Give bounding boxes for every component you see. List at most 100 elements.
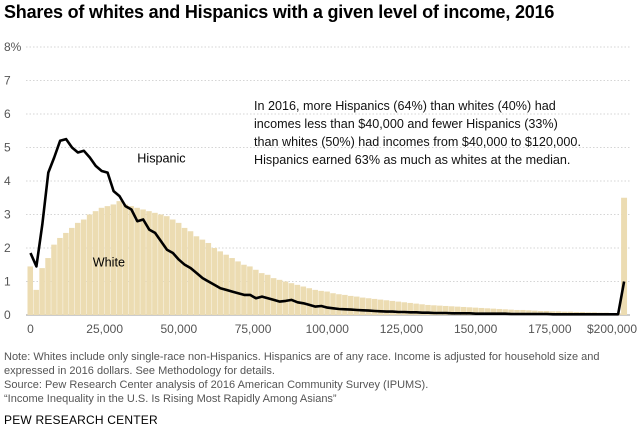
white-bar (69, 227, 75, 315)
white-bar (359, 297, 366, 315)
series-labels: Hispanic White (93, 152, 186, 270)
white-bar (324, 291, 330, 315)
white-bar (247, 266, 253, 315)
y-tick-label: 6 (4, 107, 11, 121)
white-bar (63, 232, 69, 315)
y-tick-label: 2 (4, 241, 11, 255)
y-tick-label: 3 (4, 208, 11, 222)
white-bar (57, 237, 63, 315)
white-bar (169, 219, 176, 315)
x-tick-label: 100,000 (306, 322, 350, 336)
white-bar (51, 244, 57, 315)
white-bar (514, 309, 520, 315)
white-bar (413, 303, 419, 315)
chart-annotation: In 2016, more Hispanics (64%) than white… (254, 99, 581, 167)
white-bar (92, 211, 99, 315)
white-bar (401, 302, 407, 315)
white-bar (365, 298, 372, 315)
white-bar (431, 305, 437, 315)
white-bar (306, 288, 313, 315)
note-text: Note: Whites include only single-race no… (4, 351, 600, 377)
white-series-bars (27, 197, 628, 315)
white-bar (152, 212, 158, 315)
x-tick-label: 75,000 (235, 322, 272, 336)
y-tick-label: 1 (4, 275, 11, 289)
white-bar (282, 281, 289, 315)
white-bar (217, 251, 223, 315)
x-tick-label: 175,000 (528, 322, 572, 336)
white-bar (33, 289, 39, 315)
white-bar (110, 204, 117, 315)
white-bar (478, 307, 485, 315)
white-bar (270, 278, 277, 315)
white-bar (45, 258, 51, 315)
white-bar (300, 286, 307, 315)
white-bar (86, 214, 93, 315)
white-bar (74, 222, 81, 315)
white-bar (128, 206, 134, 315)
white-bar (294, 284, 301, 315)
white-bar (122, 204, 128, 315)
white-bar (193, 236, 200, 315)
white-bar (502, 309, 508, 315)
chart-title: Shares of whites and Hispanics with a gi… (4, 2, 555, 22)
white-bar (490, 308, 497, 315)
white-bar (258, 273, 265, 315)
white-bar (520, 309, 526, 315)
white-bar (526, 310, 532, 315)
white-bar (223, 254, 229, 315)
white-bar (454, 306, 461, 315)
white-bar (312, 289, 318, 315)
white-bar (437, 305, 443, 315)
white-bar (383, 300, 390, 315)
x-axis-tick-labels: 0 25,000 50,000 75,000 100,000 125,000 150,000… (27, 322, 637, 336)
white-bar (407, 302, 413, 315)
white-bar (158, 214, 164, 315)
white-bar (98, 207, 105, 315)
x-tick-label: $200,000 (587, 322, 637, 336)
white-bar (330, 293, 336, 315)
white-bar (336, 294, 342, 315)
white-bar (425, 304, 431, 315)
hispanic-series-line (29, 137, 626, 316)
y-axis-tick-labels: 0 1 2 3 4 5 6 7 8% (4, 40, 22, 322)
white-bar (235, 261, 241, 315)
white-bar (377, 299, 384, 315)
white-bar (443, 305, 449, 315)
x-tick-label: 25,000 (86, 322, 123, 336)
white-bar (389, 300, 396, 315)
white-bar (419, 304, 425, 315)
y-tick-label: 8% (4, 40, 22, 54)
white-bar (448, 306, 455, 315)
white-bar (508, 309, 514, 315)
white-bar (27, 266, 34, 315)
white-series-label: White (93, 255, 125, 269)
white-bar-top-bin (621, 197, 628, 315)
white-bar (205, 242, 212, 315)
white-bar (229, 258, 235, 315)
y-tick-label: 7 (4, 74, 11, 88)
white-bar (472, 307, 479, 315)
x-tick-label: 0 (27, 322, 34, 336)
white-bar (164, 216, 170, 315)
white-bar (80, 219, 87, 315)
white-bar (253, 269, 259, 315)
source-text: Source: Pew Research Center analysis of … (4, 379, 429, 391)
white-bar (140, 209, 146, 315)
white-bar (466, 307, 473, 315)
income-distribution-chart: 0 1 2 3 4 5 6 7 8% 0 25,000 50,000 75,000 100,000 125… (4, 40, 637, 336)
white-bar (181, 227, 188, 315)
white-bar (211, 248, 218, 315)
white-bar (276, 279, 283, 315)
y-tick-label: 0 (4, 308, 11, 322)
white-bar (241, 264, 247, 315)
report-title: “Income Inequality in the U.S. Is Rising… (4, 393, 337, 405)
white-bar (146, 211, 152, 315)
white-bar (134, 207, 140, 315)
hispanic-line-path (29, 137, 626, 316)
white-bar (395, 301, 402, 315)
white-bar (353, 296, 360, 315)
white-bar (484, 308, 491, 315)
white-bar (496, 308, 502, 315)
white-bar (348, 295, 354, 315)
